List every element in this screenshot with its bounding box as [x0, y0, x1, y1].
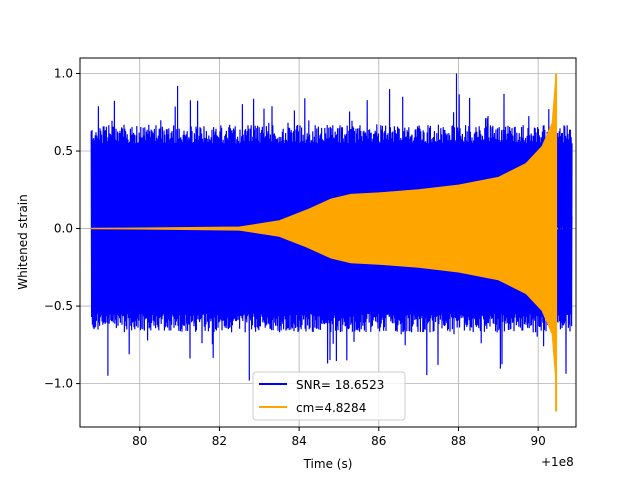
x-tick-label: 90 — [531, 434, 546, 448]
x-tick-label: 84 — [291, 434, 306, 448]
x-axis-ticks: 80 82 84 86 88 90 — [132, 427, 546, 448]
y-axis-label: Whitened strain — [16, 194, 30, 290]
plot-area — [90, 73, 573, 412]
legend-label-cm: cm=4.8284 — [296, 401, 366, 415]
x-tick-label: 88 — [451, 434, 466, 448]
x-tick-label: 82 — [212, 434, 227, 448]
y-tick-label: 1.0 — [54, 67, 73, 81]
axes-frame — [79, 57, 577, 428]
x-tick-label: 86 — [371, 434, 386, 448]
y-tick-label: 0.5 — [54, 144, 73, 158]
y-tick-label: −0.5 — [44, 299, 73, 313]
y-tick-label: −1.0 — [44, 377, 73, 391]
y-tick-label: 0.0 — [54, 222, 73, 236]
series-snr-line — [90, 73, 573, 381]
x-tick-label: 80 — [132, 434, 147, 448]
legend: SNR= 18.6523 cm=4.8284 — [252, 371, 406, 421]
legend-box — [252, 371, 406, 421]
x-axis-offset-label: +1e8 — [541, 455, 574, 469]
y-axis-ticks: −1.0 −0.5 0.0 0.5 1.0 — [44, 67, 80, 391]
x-axis-label: Time (s) — [303, 457, 353, 471]
series-snr-postmerger — [557, 206, 573, 249]
legend-label-snr: SNR= 18.6523 — [296, 378, 384, 392]
